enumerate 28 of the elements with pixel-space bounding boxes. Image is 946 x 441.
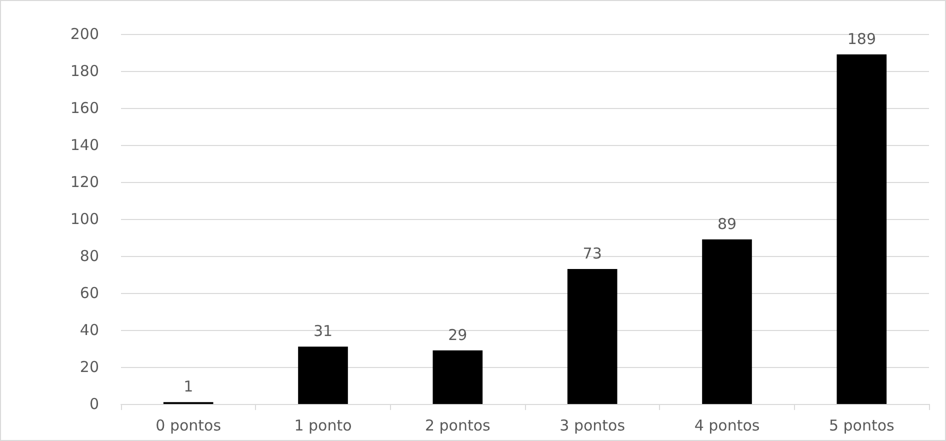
y-tick-label: 120	[70, 173, 99, 191]
y-tick-label: 60	[80, 284, 99, 302]
data-label: 73	[582, 244, 602, 262]
x-tick-label: 2 pontos	[424, 416, 491, 434]
y-tick-label: 200	[70, 25, 99, 43]
y-tick-label: 20	[80, 358, 99, 376]
x-tick-label: 0 pontos	[156, 416, 222, 434]
data-label: 1	[184, 378, 194, 396]
bar	[298, 346, 348, 404]
y-tick-label: 140	[70, 136, 99, 154]
data-label: 189	[847, 30, 876, 48]
bar	[836, 54, 887, 404]
x-tick-label: 4 pontos	[694, 416, 760, 434]
data-label: 31	[313, 322, 333, 340]
bar	[702, 239, 752, 404]
x-tick-label: 1 ponto	[294, 416, 352, 434]
y-tick-label: 180	[70, 62, 99, 80]
y-tick-label: 160	[70, 99, 99, 117]
y-tick-label: 100	[70, 210, 99, 228]
x-tick-label: 5 pontos	[828, 416, 895, 434]
y-tick-label: 80	[80, 247, 99, 265]
bar	[567, 268, 618, 404]
x-tick-label: 3 pontos	[560, 416, 626, 434]
y-tick-label: 40	[80, 321, 99, 339]
data-label: 29	[448, 326, 468, 344]
y-tick-label: 0	[89, 395, 99, 413]
data-label: 89	[717, 214, 737, 233]
bar	[432, 350, 483, 404]
